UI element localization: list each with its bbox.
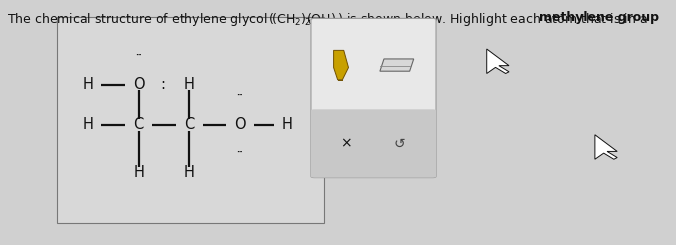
- Text: H: H: [184, 77, 195, 92]
- Text: ··: ··: [135, 52, 142, 61]
- Text: H: H: [82, 77, 93, 92]
- FancyBboxPatch shape: [311, 109, 436, 178]
- FancyBboxPatch shape: [311, 18, 436, 178]
- Bar: [57, 17, 324, 223]
- Polygon shape: [334, 50, 349, 80]
- Text: ··: ··: [237, 92, 243, 101]
- Text: H: H: [184, 165, 195, 180]
- Text: H: H: [282, 117, 293, 133]
- Polygon shape: [487, 49, 509, 74]
- Text: methylene group: methylene group: [539, 11, 659, 24]
- Text: H: H: [133, 165, 144, 180]
- Text: C: C: [133, 117, 144, 133]
- Text: .: .: [646, 11, 650, 24]
- Text: C: C: [184, 117, 195, 133]
- Polygon shape: [380, 59, 414, 71]
- Text: ×: ×: [341, 136, 352, 150]
- Text: ↺: ↺: [393, 136, 406, 150]
- Text: ··: ··: [237, 149, 243, 158]
- Text: O: O: [234, 117, 246, 133]
- Text: H: H: [82, 117, 93, 133]
- Text: O: O: [132, 77, 145, 92]
- Text: :: :: [160, 77, 165, 92]
- Polygon shape: [595, 135, 617, 159]
- Text: The chemical structure of ethylene glycol $\!\left(\!\left(\mathrm{CH_2}\right)_: The chemical structure of ethylene glyco…: [7, 11, 648, 28]
